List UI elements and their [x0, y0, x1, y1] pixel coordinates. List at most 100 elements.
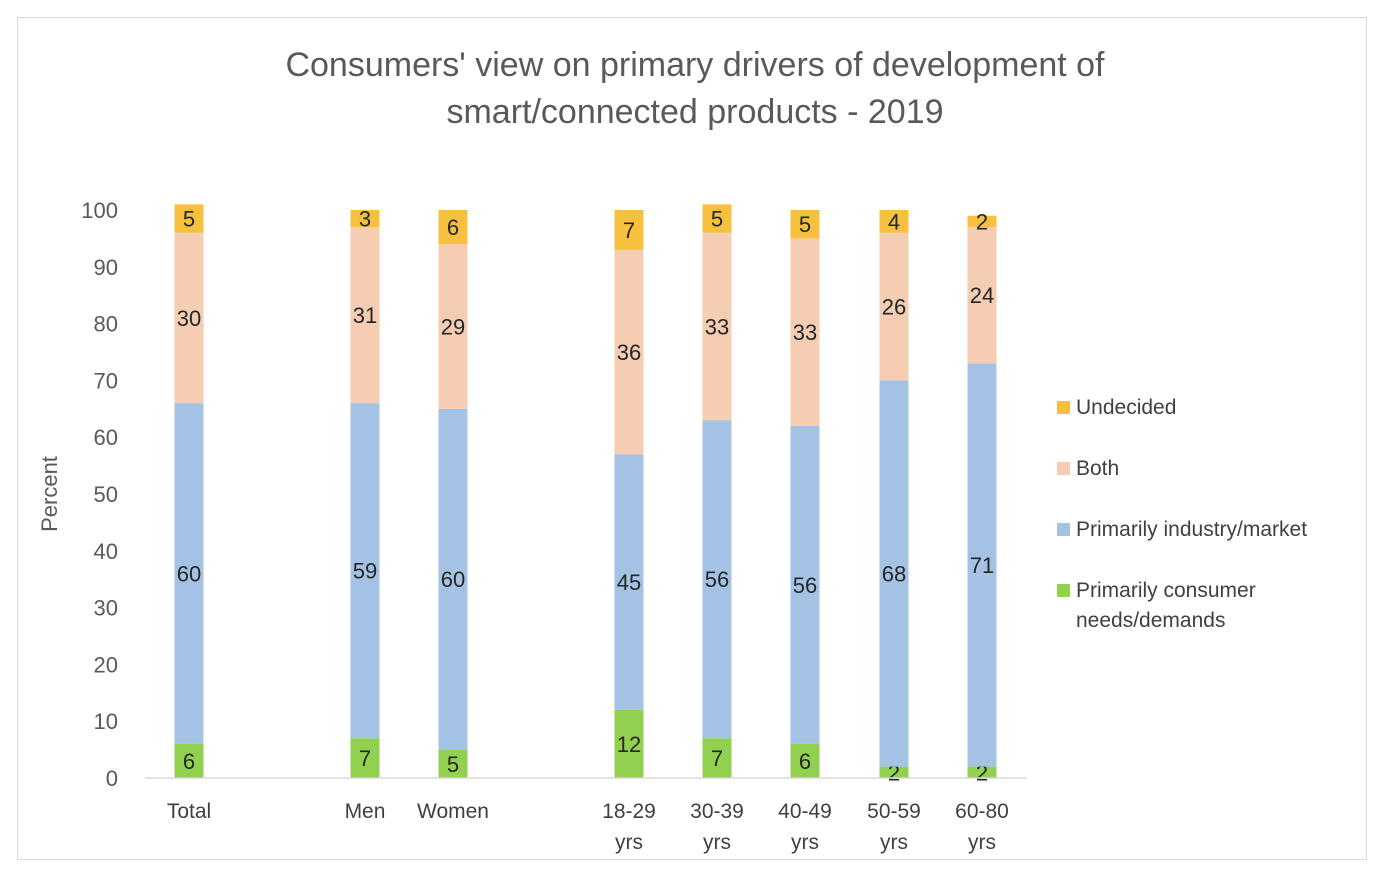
x-tick-label: yrs — [791, 831, 819, 854]
data-label: 5 — [183, 207, 195, 232]
data-label: 33 — [705, 314, 729, 339]
data-label: 6 — [447, 215, 459, 240]
chart-title-line-1: Consumers' view on primary drivers of de… — [285, 46, 1105, 84]
bar-segment — [790, 743, 820, 778]
data-label: 5 — [447, 752, 459, 777]
bar-segment — [350, 738, 380, 778]
bar-segment — [438, 210, 468, 245]
y-tick-label: 40 — [94, 539, 118, 564]
chart-title: Consumers' view on primary drivers of de… — [180, 42, 1210, 136]
data-label: 30 — [177, 306, 201, 331]
data-label: 3 — [359, 207, 371, 232]
data-label: 56 — [705, 567, 729, 592]
chart-legend: Undecided Both Primarily industry/market Pr… — [1057, 393, 1367, 637]
data-label: 26 — [882, 295, 906, 320]
data-label: 2 — [976, 209, 988, 234]
y-tick-label: 100 — [81, 198, 118, 223]
x-tick-label: yrs — [968, 831, 996, 854]
y-tick-label: 70 — [94, 368, 118, 393]
y-tick-label: 20 — [94, 652, 118, 677]
data-label: 4 — [888, 209, 900, 234]
data-label: 59 — [353, 559, 377, 584]
bar-segment — [438, 244, 468, 409]
legend-label-line: Primarily consumer — [1076, 579, 1256, 602]
legend-label-line: Both — [1076, 457, 1120, 480]
data-label: 33 — [793, 320, 817, 345]
legend-label: Primarily consumer needs/demands — [1076, 576, 1256, 636]
bar-segment — [879, 766, 909, 778]
bar-segment — [614, 709, 644, 778]
legend-label: Undecided — [1076, 393, 1176, 423]
bar-segment — [702, 204, 732, 233]
y-axis-title: Percent — [37, 456, 62, 532]
bar-segment — [702, 738, 732, 778]
bar-segment — [614, 249, 644, 455]
x-tick-label: 30-39 — [690, 800, 744, 823]
bar-segment — [350, 210, 380, 228]
bar-segment — [967, 227, 997, 364]
legend-label: Both — [1076, 454, 1119, 484]
x-tick-label: 50-59 — [867, 800, 921, 823]
y-tick-label: 90 — [94, 255, 118, 280]
data-label: 31 — [353, 303, 377, 328]
y-tick-label: 0 — [106, 766, 118, 791]
bar-segment — [350, 403, 380, 739]
legend-item: Undecided — [1057, 393, 1367, 454]
data-label: 36 — [617, 340, 641, 365]
y-tick-label: 50 — [94, 482, 118, 507]
bar-segment — [174, 204, 204, 233]
data-label: 5 — [711, 207, 723, 232]
data-label: 12 — [617, 732, 641, 757]
data-label: 7 — [359, 746, 371, 771]
y-tick-label: 60 — [94, 425, 118, 450]
data-label: 45 — [617, 570, 641, 595]
chart-frame — [17, 17, 1367, 860]
y-tick-label: 80 — [94, 312, 118, 337]
bar-segment — [790, 238, 820, 426]
bar-segment — [174, 743, 204, 778]
legend-label-line: Undecided — [1076, 396, 1177, 419]
data-label: 6 — [183, 749, 195, 774]
bar-segment — [174, 232, 204, 404]
bar-segment — [967, 215, 997, 228]
x-tick-label: yrs — [615, 831, 643, 854]
legend-item: Both — [1057, 454, 1367, 515]
x-tick-label: yrs — [703, 831, 731, 854]
data-label: 60 — [177, 562, 201, 587]
legend-label: Primarily industry/market — [1076, 515, 1307, 545]
legend-item: Primarily industry/market — [1057, 515, 1367, 576]
x-tick-label: 60-80 — [955, 800, 1009, 823]
bar-segment — [614, 454, 644, 710]
y-tick-label: 10 — [94, 709, 118, 734]
data-label: 6 — [799, 749, 811, 774]
x-tick-label: yrs — [880, 831, 908, 854]
data-label: 56 — [793, 573, 817, 598]
bar-segment — [879, 232, 909, 381]
bar-segment — [702, 232, 732, 421]
data-label: 68 — [882, 562, 906, 587]
data-label: 7 — [623, 218, 635, 243]
y-tick-label: 30 — [94, 596, 118, 621]
data-label: 7 — [711, 746, 723, 771]
bar-segment — [790, 210, 820, 239]
data-label: 24 — [970, 283, 994, 308]
bar-segment — [702, 420, 732, 739]
legend-swatch — [1057, 523, 1070, 536]
x-tick-label: Men — [345, 800, 386, 823]
data-label: 29 — [441, 314, 465, 339]
data-label: 5 — [799, 212, 811, 237]
bar-segment — [614, 210, 644, 250]
x-tick-label: 18-29 — [602, 800, 656, 823]
chart-title-line-2: smart/connected products - 2019 — [446, 93, 944, 131]
data-label: 60 — [441, 567, 465, 592]
bar-segment — [879, 210, 909, 233]
bar-segment — [967, 766, 997, 778]
bar-segment — [438, 749, 468, 778]
bar-segment — [438, 408, 468, 750]
legend-label-line: needs/demands — [1076, 609, 1226, 632]
bar-segment — [790, 425, 820, 744]
x-tick-label: Women — [417, 800, 489, 823]
legend-swatch — [1057, 584, 1070, 597]
bar-segment — [350, 227, 380, 404]
